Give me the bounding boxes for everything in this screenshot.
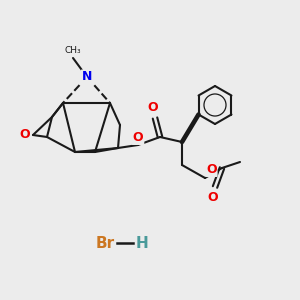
Text: N: N <box>82 70 92 83</box>
Text: O: O <box>206 163 217 176</box>
Text: Br: Br <box>96 236 115 250</box>
Text: H: H <box>136 236 149 250</box>
Text: methyl: methyl <box>70 52 75 53</box>
Text: O: O <box>208 191 218 204</box>
Text: CH₃: CH₃ <box>65 46 81 55</box>
Text: O: O <box>133 131 143 144</box>
Text: O: O <box>148 101 158 114</box>
Text: O: O <box>20 128 30 142</box>
